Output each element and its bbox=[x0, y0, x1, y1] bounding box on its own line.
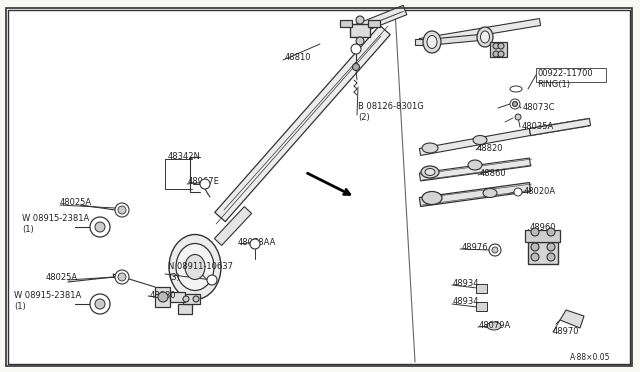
Text: 48080: 48080 bbox=[150, 292, 177, 301]
Ellipse shape bbox=[422, 192, 442, 205]
Circle shape bbox=[489, 244, 501, 256]
Circle shape bbox=[531, 243, 539, 251]
Text: 48079A: 48079A bbox=[479, 321, 511, 330]
Circle shape bbox=[547, 228, 555, 236]
Ellipse shape bbox=[423, 31, 441, 53]
Polygon shape bbox=[529, 119, 591, 135]
Polygon shape bbox=[419, 158, 531, 181]
Ellipse shape bbox=[477, 27, 493, 47]
Text: 48073C: 48073C bbox=[523, 103, 556, 112]
Circle shape bbox=[493, 51, 499, 57]
Text: 48020A: 48020A bbox=[524, 186, 556, 196]
Polygon shape bbox=[170, 292, 185, 302]
Circle shape bbox=[353, 64, 360, 71]
Ellipse shape bbox=[425, 169, 435, 176]
Polygon shape bbox=[490, 42, 507, 57]
Text: 48810: 48810 bbox=[285, 52, 312, 61]
Circle shape bbox=[356, 16, 364, 24]
Ellipse shape bbox=[169, 234, 221, 299]
Polygon shape bbox=[528, 242, 558, 264]
Polygon shape bbox=[476, 284, 487, 293]
Circle shape bbox=[510, 99, 520, 109]
Polygon shape bbox=[368, 20, 380, 27]
Ellipse shape bbox=[176, 244, 214, 291]
Polygon shape bbox=[214, 206, 252, 246]
Circle shape bbox=[498, 51, 504, 57]
Circle shape bbox=[183, 296, 189, 302]
Text: N 08911-10637
(3): N 08911-10637 (3) bbox=[168, 262, 233, 282]
Polygon shape bbox=[155, 287, 170, 307]
Polygon shape bbox=[419, 183, 531, 206]
Text: 48934: 48934 bbox=[453, 279, 479, 288]
Polygon shape bbox=[215, 25, 390, 222]
Circle shape bbox=[250, 239, 260, 249]
Circle shape bbox=[115, 270, 129, 284]
Text: 48820: 48820 bbox=[477, 144, 504, 153]
Text: 48078AA: 48078AA bbox=[238, 237, 276, 247]
Ellipse shape bbox=[483, 189, 497, 198]
Polygon shape bbox=[353, 5, 407, 35]
Text: 48934: 48934 bbox=[453, 298, 479, 307]
Polygon shape bbox=[415, 39, 432, 45]
Circle shape bbox=[193, 296, 199, 302]
Text: 00922-11700
RING(1): 00922-11700 RING(1) bbox=[537, 69, 593, 89]
Text: 48342N: 48342N bbox=[168, 151, 201, 160]
Polygon shape bbox=[476, 302, 487, 311]
Circle shape bbox=[493, 43, 499, 49]
Circle shape bbox=[95, 299, 105, 309]
Polygon shape bbox=[432, 34, 485, 45]
Text: A·88×0.05: A·88×0.05 bbox=[570, 353, 611, 362]
Circle shape bbox=[351, 44, 361, 54]
Polygon shape bbox=[419, 19, 541, 45]
Ellipse shape bbox=[473, 135, 487, 144]
Polygon shape bbox=[183, 294, 200, 304]
Ellipse shape bbox=[421, 166, 439, 178]
Circle shape bbox=[115, 203, 129, 217]
Polygon shape bbox=[525, 230, 560, 242]
Text: 48976: 48976 bbox=[462, 243, 488, 251]
Text: 48025A: 48025A bbox=[46, 273, 78, 282]
Text: 48860: 48860 bbox=[480, 169, 507, 177]
Text: 48967E: 48967E bbox=[188, 176, 220, 186]
Text: 48970: 48970 bbox=[553, 327, 579, 336]
Circle shape bbox=[118, 273, 126, 281]
Circle shape bbox=[547, 243, 555, 251]
Circle shape bbox=[531, 253, 539, 261]
Circle shape bbox=[513, 102, 518, 106]
Polygon shape bbox=[419, 129, 531, 155]
Circle shape bbox=[90, 217, 110, 237]
Ellipse shape bbox=[481, 31, 490, 43]
Text: W 08915-2381A
(1): W 08915-2381A (1) bbox=[14, 291, 81, 311]
Circle shape bbox=[514, 188, 522, 196]
Circle shape bbox=[90, 294, 110, 314]
Text: 48025A: 48025A bbox=[60, 198, 92, 206]
Circle shape bbox=[492, 247, 498, 253]
Circle shape bbox=[118, 206, 126, 214]
Text: B 08126-8301G
(2): B 08126-8301G (2) bbox=[358, 102, 424, 122]
Polygon shape bbox=[178, 304, 192, 314]
Circle shape bbox=[158, 292, 168, 302]
Circle shape bbox=[531, 228, 539, 236]
Polygon shape bbox=[350, 24, 370, 37]
Circle shape bbox=[356, 37, 364, 45]
Ellipse shape bbox=[422, 143, 438, 153]
Circle shape bbox=[547, 253, 555, 261]
Ellipse shape bbox=[510, 86, 522, 92]
Circle shape bbox=[515, 114, 521, 120]
Circle shape bbox=[498, 43, 504, 49]
Circle shape bbox=[200, 179, 210, 189]
Ellipse shape bbox=[185, 254, 205, 279]
Bar bbox=[536, 68, 606, 82]
Polygon shape bbox=[560, 310, 584, 328]
Text: 48035A: 48035A bbox=[522, 122, 554, 131]
Ellipse shape bbox=[468, 160, 482, 170]
Circle shape bbox=[207, 275, 217, 285]
Polygon shape bbox=[340, 20, 352, 27]
Circle shape bbox=[95, 222, 105, 232]
Ellipse shape bbox=[487, 322, 501, 330]
Text: 48960: 48960 bbox=[530, 222, 557, 231]
Text: W 08915-2381A
(1): W 08915-2381A (1) bbox=[22, 214, 89, 234]
Ellipse shape bbox=[427, 35, 437, 48]
